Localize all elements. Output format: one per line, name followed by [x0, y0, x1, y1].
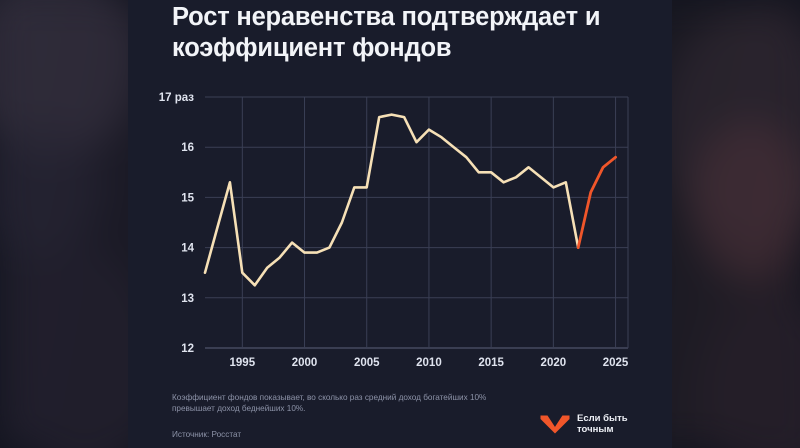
grid-lines — [205, 96, 629, 349]
series-projection — [576, 155, 617, 249]
x-axis-labels: 1995 2000 2005 2010 2015 2020 2025 — [230, 357, 629, 369]
x-axis-tick-label: 2015 — [478, 357, 504, 369]
y-axis-tick-label: 17 раз — [159, 92, 195, 104]
brand-logo: Если быть точным — [540, 413, 628, 435]
x-axis-tick-label: 2025 — [603, 357, 629, 369]
y-axis-tick-label: 13 — [181, 293, 194, 305]
y-axis-tick-label: 12 — [181, 343, 194, 355]
x-axis-tick-label: 2020 — [541, 357, 567, 369]
y-axis-tick-label: 16 — [181, 142, 194, 154]
x-axis-tick-label: 2005 — [354, 357, 380, 369]
chart-source: Источник: Росстат — [172, 430, 242, 439]
series-historical — [203, 113, 580, 287]
chart-footnote: Коэффициент фондов показывает, во скольк… — [172, 393, 487, 413]
page-title: Рост неравенства подтверждает и коэффици… — [172, 3, 601, 62]
y-axis-tick-label: 15 — [181, 192, 194, 204]
logo-line-2: точным — [577, 424, 614, 435]
double-chevron-heart-icon — [540, 415, 570, 433]
y-axis-tick-label: 14 — [181, 243, 194, 255]
x-axis-tick-label: 2000 — [292, 357, 318, 369]
x-axis-tick-label: 2010 — [416, 357, 442, 369]
x-axis-tick-label: 1995 — [230, 357, 256, 369]
y-axis-labels: 12 13 14 15 16 17 раз — [159, 92, 195, 355]
logo-line-1: Если быть — [577, 413, 628, 424]
